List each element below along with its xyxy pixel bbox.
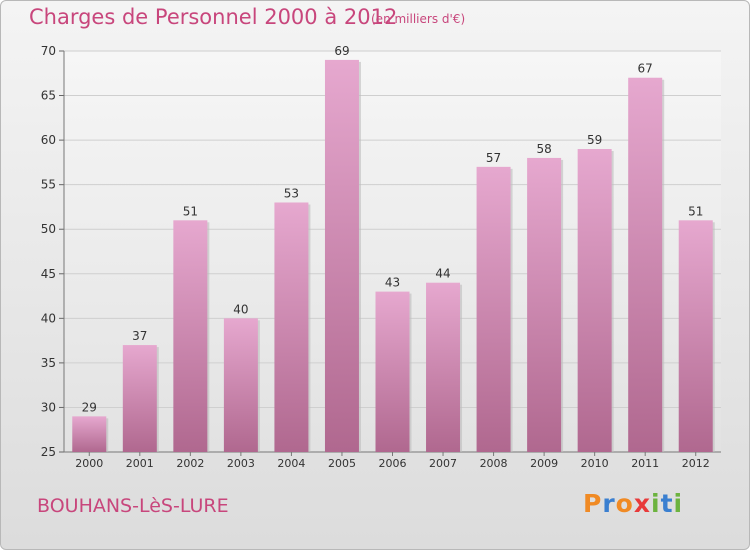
logo-letter: P bbox=[583, 489, 603, 518]
x-tick-label: 2010 bbox=[581, 457, 609, 470]
logo-letter: t bbox=[660, 489, 674, 518]
chart-title: Charges de Personnel 2000 à 2012 bbox=[29, 5, 398, 29]
x-tick-label: 2005 bbox=[328, 457, 356, 470]
bar bbox=[72, 416, 107, 452]
data-label: 29 bbox=[82, 400, 97, 414]
x-tick-label: 2000 bbox=[75, 457, 103, 470]
data-label: 58 bbox=[536, 142, 551, 156]
x-tick-label: 2011 bbox=[631, 457, 659, 470]
y-tick-label: 45 bbox=[41, 267, 56, 281]
x-tick-label: 2001 bbox=[126, 457, 154, 470]
data-label: 51 bbox=[183, 204, 198, 218]
logo-letter: o bbox=[615, 489, 634, 518]
y-tick-label: 40 bbox=[41, 311, 56, 325]
y-tick-label: 25 bbox=[41, 445, 56, 459]
logo-letter: x bbox=[633, 489, 651, 518]
x-tick-label: 2009 bbox=[530, 457, 558, 470]
x-tick-label: 2006 bbox=[379, 457, 407, 470]
data-label: 67 bbox=[638, 62, 653, 76]
y-tick-label: 50 bbox=[41, 222, 56, 236]
bar bbox=[375, 291, 410, 452]
y-tick-label: 35 bbox=[41, 356, 56, 370]
chart-subtitle: (en milliers d'€) bbox=[371, 12, 466, 26]
bar bbox=[324, 59, 359, 453]
bar bbox=[122, 345, 157, 452]
bar bbox=[223, 318, 258, 452]
bar bbox=[426, 282, 461, 452]
logo-letter: r bbox=[602, 489, 616, 518]
y-tick-label: 30 bbox=[41, 400, 56, 414]
bar bbox=[274, 202, 309, 452]
x-tick-label: 2004 bbox=[277, 457, 305, 470]
y-tick-label: 60 bbox=[41, 133, 56, 147]
logo-letter: i bbox=[651, 489, 661, 518]
data-label: 37 bbox=[132, 329, 147, 343]
x-tick-label: 2012 bbox=[682, 457, 710, 470]
logo-letter: i bbox=[673, 489, 684, 518]
bar bbox=[678, 220, 713, 452]
bar bbox=[173, 220, 208, 452]
y-tick-label: 65 bbox=[41, 89, 56, 103]
x-tick-label: 2007 bbox=[429, 457, 457, 470]
x-tick-label: 2003 bbox=[227, 457, 255, 470]
bar bbox=[628, 77, 663, 452]
proxiti-logo[interactable]: Proxiti bbox=[583, 489, 683, 518]
bar bbox=[476, 166, 511, 452]
x-tick-label: 2008 bbox=[480, 457, 508, 470]
data-label: 59 bbox=[587, 133, 602, 147]
data-label: 40 bbox=[233, 302, 248, 316]
data-label: 69 bbox=[334, 44, 349, 58]
data-label: 57 bbox=[486, 151, 501, 165]
bar bbox=[527, 157, 562, 452]
bar bbox=[577, 149, 612, 452]
data-label: 53 bbox=[284, 186, 299, 200]
town-name: BOUHANS-LèS-LURE bbox=[37, 495, 229, 517]
y-tick-label: 55 bbox=[41, 178, 56, 192]
y-tick-label: 70 bbox=[41, 44, 56, 58]
data-label: 43 bbox=[385, 276, 400, 290]
data-label: 51 bbox=[688, 204, 703, 218]
x-tick-label: 2002 bbox=[176, 457, 204, 470]
data-label: 44 bbox=[435, 267, 450, 281]
